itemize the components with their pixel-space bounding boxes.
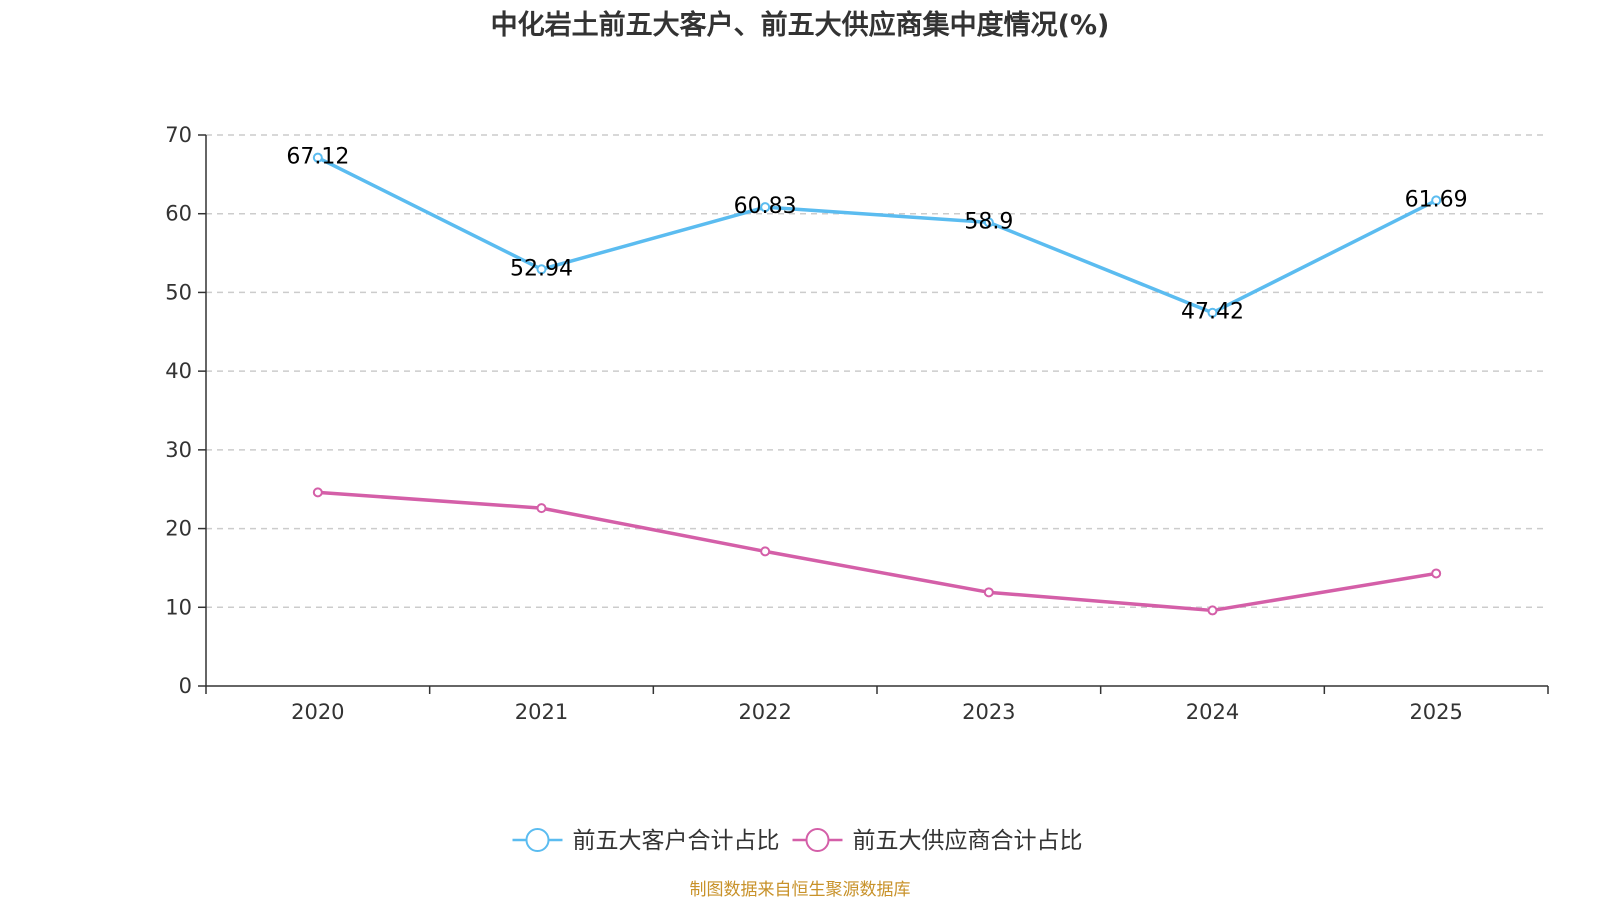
data-labels: 67.12 52.94 60.83 58.9 47.42 61.69 [286, 145, 1467, 325]
axes: 0 10 20 30 40 50 60 70 2020 2021 2022 2023 2024 2025 [165, 123, 1549, 724]
data-label: 60.83 [734, 194, 797, 219]
data-point [1207, 307, 1218, 318]
data-point [760, 202, 771, 213]
data-label: 61.69 [1405, 187, 1468, 212]
legend[interactable]: 前五大客户合计占比 前五大供应商合计占比 [512, 828, 1083, 854]
y-tick-label: 70 [165, 123, 192, 147]
y-tick-label: 10 [165, 595, 192, 619]
data-point [312, 487, 323, 498]
data-point [983, 587, 994, 598]
source-note: 制图数据来自恒生聚源数据库 [690, 880, 911, 900]
y-tick-label: 40 [165, 359, 192, 383]
data-point [1431, 568, 1442, 579]
data-point [983, 217, 994, 228]
y-tick-label: 30 [165, 438, 192, 462]
data-label: 58.9 [964, 209, 1013, 234]
data-point [1207, 605, 1218, 616]
x-tick-label: 2022 [738, 700, 791, 724]
y-tick-label: 50 [165, 280, 192, 304]
data-point [536, 503, 547, 514]
series-line-0 [317, 156, 1437, 315]
y-tick-label: 0 [179, 674, 192, 698]
legend-item-1[interactable]: 前五大供应商合计占比 [792, 828, 1083, 854]
grid-lines [206, 134, 1548, 609]
data-point [536, 264, 547, 275]
legend-label: 前五大客户合计占比 [573, 828, 780, 854]
x-tick-label: 2020 [291, 700, 344, 724]
data-label: 52.94 [510, 256, 573, 281]
legend-label: 前五大供应商合计占比 [853, 828, 1083, 854]
chart-title: 中化岩土前五大客户、前五大供应商集中度情况(%) [491, 9, 1110, 41]
y-tick-label: 20 [165, 517, 192, 541]
series-line-1 [317, 490, 1437, 613]
x-tick-label: 2025 [1409, 700, 1462, 724]
x-tick-label: 2024 [1186, 700, 1239, 724]
x-tick-label: 2023 [962, 700, 1015, 724]
y-tick-label: 60 [165, 202, 192, 226]
legend-marker [805, 828, 830, 852]
data-point [760, 546, 771, 557]
x-tick-label: 2021 [515, 700, 568, 724]
legend-marker [525, 828, 550, 852]
data-point [1431, 195, 1442, 206]
data-label: 67.12 [286, 145, 349, 170]
data-point [312, 152, 323, 163]
legend-item-0[interactable]: 前五大客户合计占比 [512, 828, 780, 854]
data-label: 47.42 [1181, 300, 1244, 325]
series-layer [312, 152, 1442, 616]
